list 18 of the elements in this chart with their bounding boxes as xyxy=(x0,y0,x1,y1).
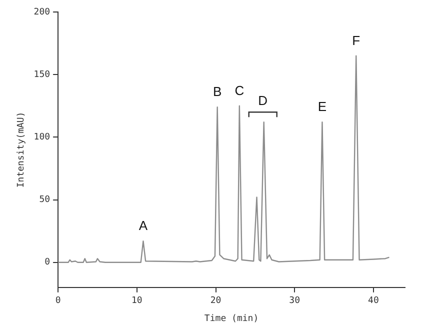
x-tick-label: 20 xyxy=(210,296,222,306)
y-tick-label: 150 xyxy=(34,70,50,80)
annotation: E xyxy=(318,99,327,114)
y-tick-label: 200 xyxy=(34,7,50,18)
y-axis-title: Intensity(mAU) xyxy=(16,112,27,188)
x-tick-label: 40 xyxy=(368,296,379,306)
y-tick-label: 50 xyxy=(39,195,50,206)
x-axis-title: Time (min) xyxy=(204,314,259,324)
y-tick-label: 0 xyxy=(44,258,50,268)
y-tick-label: 100 xyxy=(34,132,50,143)
annotation: D xyxy=(258,93,268,108)
x-tick-label: 0 xyxy=(55,296,61,306)
x-tick-label: 30 xyxy=(289,296,300,306)
annotation: B xyxy=(213,84,222,100)
annotation: F xyxy=(352,32,360,48)
x-tick-label: 10 xyxy=(131,296,142,306)
annotation: C xyxy=(234,82,244,98)
annotation: A xyxy=(138,218,148,234)
